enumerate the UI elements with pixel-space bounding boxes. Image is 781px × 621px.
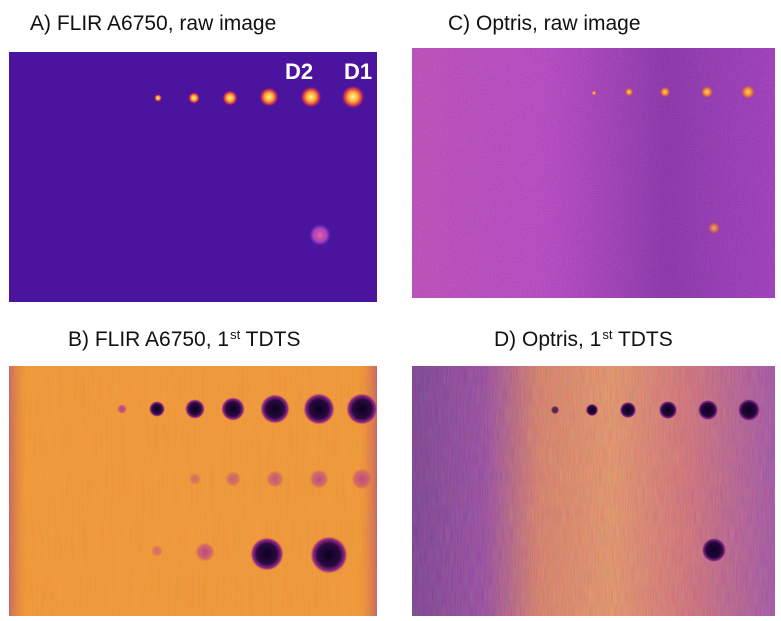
warm-spot bbox=[308, 223, 332, 247]
hot-spot bbox=[700, 85, 714, 99]
panel-d-title-suffix: TDTS bbox=[612, 328, 673, 351]
faint-spot bbox=[195, 542, 215, 562]
cold-spot bbox=[310, 536, 348, 574]
cold-spot bbox=[260, 394, 290, 424]
cold-spot bbox=[117, 404, 127, 414]
cold-spot bbox=[586, 404, 598, 416]
cold-spot bbox=[698, 400, 718, 420]
panel-d-title: D) Optris, 1st TDTS bbox=[494, 327, 673, 352]
panel-b-image bbox=[9, 366, 377, 616]
cold-spot bbox=[149, 401, 165, 417]
hot-spot bbox=[659, 86, 671, 98]
panel-d-title-text: D) Optris, 1 bbox=[494, 328, 602, 351]
panel-a-title: A) FLIR A6750, raw image bbox=[30, 12, 277, 35]
hot-spot bbox=[188, 92, 200, 104]
faint-spot bbox=[189, 473, 201, 485]
cold-spot bbox=[551, 406, 559, 414]
optris-tdts-noise bbox=[412, 366, 775, 616]
cold-spot bbox=[620, 402, 636, 418]
hot-spot bbox=[222, 90, 238, 106]
flir-raw-background bbox=[9, 52, 377, 302]
panel-d-title-sup: st bbox=[602, 327, 613, 342]
cold-spot bbox=[221, 397, 245, 421]
faint-spot bbox=[151, 545, 163, 557]
hot-spot bbox=[154, 94, 162, 102]
cold-spot bbox=[702, 538, 726, 562]
cold-spot bbox=[303, 393, 335, 425]
warm-spot bbox=[707, 221, 721, 235]
panel-c-title: C) Optris, raw image bbox=[448, 12, 641, 35]
defect-label-d1: D1 bbox=[344, 59, 372, 84]
panel-d-image bbox=[412, 366, 775, 616]
panel-b-title-text: B) FLIR A6750, 1 bbox=[68, 328, 230, 351]
hot-spot bbox=[591, 90, 597, 96]
panel-b-title-suffix: TDTS bbox=[240, 328, 301, 351]
panel-b-title: B) FLIR A6750, 1st TDTS bbox=[68, 327, 301, 352]
cold-spot bbox=[659, 401, 677, 419]
panel-b-title-sup: st bbox=[230, 327, 241, 342]
hot-spot bbox=[624, 87, 634, 97]
faint-spot bbox=[309, 469, 329, 489]
faint-spot bbox=[351, 468, 373, 490]
hot-spot bbox=[740, 84, 756, 100]
optris-raw-shading bbox=[412, 48, 775, 298]
cold-spot bbox=[738, 399, 760, 421]
panel-a-image: D2 D1 bbox=[9, 52, 377, 302]
faint-spot bbox=[266, 470, 284, 488]
panel-c-image bbox=[412, 48, 775, 298]
faint-spot bbox=[225, 471, 241, 487]
cold-spot bbox=[250, 537, 284, 571]
cold-spot bbox=[346, 393, 377, 425]
hot-spot bbox=[259, 87, 279, 107]
hot-spot bbox=[341, 85, 365, 109]
cold-spot bbox=[185, 399, 205, 419]
defect-label-d2: D2 bbox=[285, 59, 313, 84]
hot-spot bbox=[300, 86, 322, 108]
